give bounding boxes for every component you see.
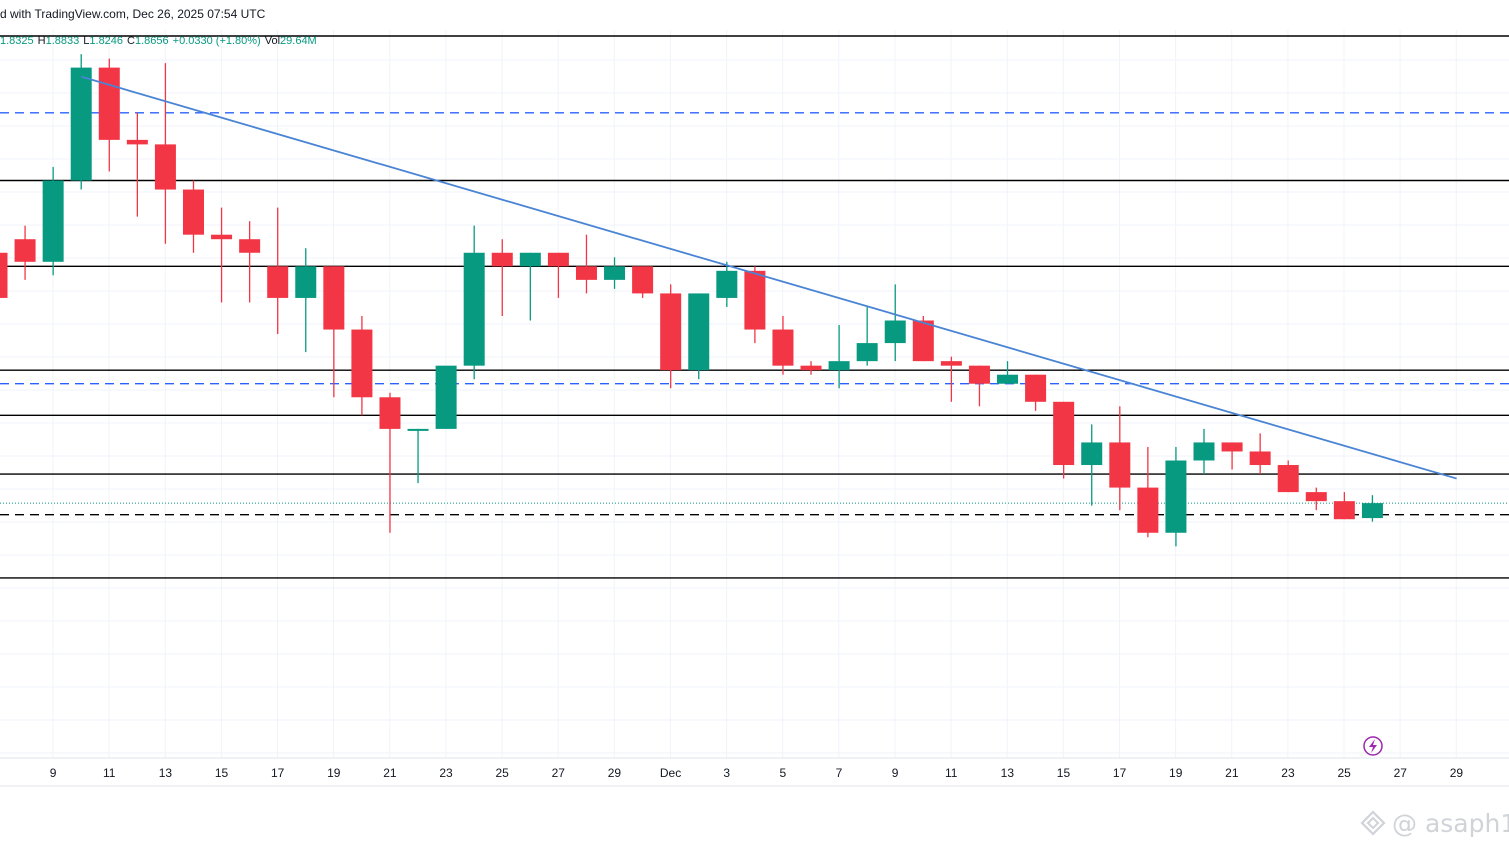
low-label: L bbox=[83, 35, 90, 47]
candle-body-up bbox=[1193, 442, 1215, 461]
candle-body-up bbox=[828, 361, 850, 371]
candle-body-down bbox=[491, 252, 513, 267]
candle-body-down bbox=[0, 252, 8, 298]
high-label: H bbox=[37, 35, 46, 47]
candle-body-up bbox=[1165, 460, 1187, 533]
binance-square-logo-icon bbox=[1360, 810, 1386, 836]
chart-header: d with TradingView.com, Dec 26, 2025 07:… bbox=[0, 0, 1509, 30]
low-value: 1.8246 bbox=[89, 35, 124, 47]
candle-body-down bbox=[379, 397, 401, 429]
x-tick-label: 27 bbox=[1394, 766, 1408, 780]
x-tick-label: 11 bbox=[103, 766, 116, 780]
ohlc-legend: 1.8325 H1.8833 L1.8246 C1.8656 +0.0330 (+1.8… bbox=[0, 35, 321, 47]
candle-body-down bbox=[14, 239, 36, 262]
candle-body-down bbox=[547, 252, 569, 267]
x-tick-label: 17 bbox=[1113, 766, 1127, 780]
x-tick-label: 17 bbox=[271, 766, 285, 780]
candle-body-up bbox=[716, 270, 738, 298]
candle-body-up bbox=[295, 266, 317, 298]
candle-body-down bbox=[912, 320, 934, 362]
candle-body-down bbox=[968, 365, 990, 384]
change-value: +0.0330 (+1.80%) bbox=[172, 35, 261, 47]
watermark: @ asaph1 bbox=[1360, 806, 1509, 840]
x-tick-label: 21 bbox=[1225, 766, 1239, 780]
candle-body-down bbox=[1053, 401, 1075, 466]
x-tick-label: 19 bbox=[1169, 766, 1183, 780]
candle-body-down bbox=[1137, 487, 1159, 533]
candle-body-up bbox=[435, 365, 457, 429]
volume-value: 29.64M bbox=[280, 35, 317, 47]
candle-body-down bbox=[239, 239, 261, 253]
candle-body-down bbox=[1025, 374, 1047, 402]
candle-body-up bbox=[856, 343, 878, 362]
publish-info: d with TradingView.com, Dec 26, 2025 07:… bbox=[0, 7, 266, 21]
x-tick-label: 25 bbox=[1337, 766, 1351, 780]
x-tick-label: 19 bbox=[327, 766, 341, 780]
candle-body-down bbox=[154, 144, 176, 190]
candle-body-down bbox=[940, 361, 962, 366]
candle-body-down bbox=[1221, 442, 1243, 452]
x-tick-label: 9 bbox=[892, 766, 899, 780]
trendline bbox=[80, 75, 1457, 480]
candle-body-up bbox=[407, 428, 429, 431]
candle-body-down bbox=[267, 266, 289, 298]
candle-body-up bbox=[1081, 442, 1103, 466]
candle-body-down bbox=[660, 293, 682, 371]
x-tick-label: 25 bbox=[495, 766, 509, 780]
close-label: C bbox=[127, 35, 135, 47]
candle-body-down bbox=[323, 266, 345, 330]
x-tick-label: 23 bbox=[439, 766, 453, 780]
x-tick-label: 27 bbox=[552, 766, 566, 780]
candle-body-down bbox=[98, 67, 120, 140]
candle-body-down bbox=[182, 189, 204, 235]
candle-body-up bbox=[42, 180, 64, 262]
candle-body-up bbox=[688, 293, 710, 371]
open-value: 1.8325 bbox=[0, 35, 34, 47]
high-value: 1.8833 bbox=[45, 35, 80, 47]
x-tick-label: Dec bbox=[660, 766, 681, 780]
candle-body-up bbox=[884, 320, 906, 344]
candle-body-down bbox=[1249, 451, 1271, 466]
x-tick-label: 13 bbox=[159, 766, 173, 780]
candle-body-down bbox=[1305, 492, 1327, 502]
x-tick-label: 29 bbox=[1450, 766, 1464, 780]
close-value: 1.8656 bbox=[135, 35, 169, 47]
lightning-bolt-icon bbox=[1369, 739, 1377, 753]
candle-body-down bbox=[744, 270, 766, 330]
volume-label: Vol bbox=[264, 35, 281, 47]
candle-body-down bbox=[575, 266, 597, 280]
x-tick-label: 13 bbox=[1001, 766, 1015, 780]
x-tick-label: 5 bbox=[779, 766, 786, 780]
x-tick-label: 15 bbox=[215, 766, 229, 780]
watermark-text: @ asaph1 bbox=[1392, 808, 1509, 838]
candle-body-down bbox=[126, 139, 148, 145]
x-tick-label: 15 bbox=[1057, 766, 1071, 780]
candle-body-up bbox=[997, 374, 1019, 384]
x-tick-label: 7 bbox=[836, 766, 843, 780]
candle-body-down bbox=[772, 329, 794, 366]
candle-body-down bbox=[1333, 501, 1355, 520]
candle-body-up bbox=[70, 67, 92, 181]
candle-body-up bbox=[519, 252, 541, 267]
candle-body-down bbox=[632, 266, 654, 294]
candle-body-up bbox=[1361, 503, 1383, 519]
x-tick-label: 29 bbox=[608, 766, 622, 780]
candle-body-down bbox=[800, 365, 822, 371]
candle-body-down bbox=[1277, 465, 1299, 493]
candle-body-up bbox=[463, 252, 485, 366]
candle-body-down bbox=[211, 234, 233, 240]
lightning-alert-icon bbox=[1363, 736, 1383, 756]
x-tick-label: 23 bbox=[1281, 766, 1295, 780]
x-tick-label: 11 bbox=[945, 766, 958, 780]
x-tick-label: 21 bbox=[383, 766, 397, 780]
x-tick-label: 9 bbox=[50, 766, 57, 780]
x-tick-label: 7 bbox=[0, 766, 1, 780]
x-tick-label: 3 bbox=[723, 766, 730, 780]
candle-body-down bbox=[351, 329, 373, 398]
candle-body-down bbox=[1109, 442, 1131, 488]
candle-body-up bbox=[604, 266, 626, 280]
